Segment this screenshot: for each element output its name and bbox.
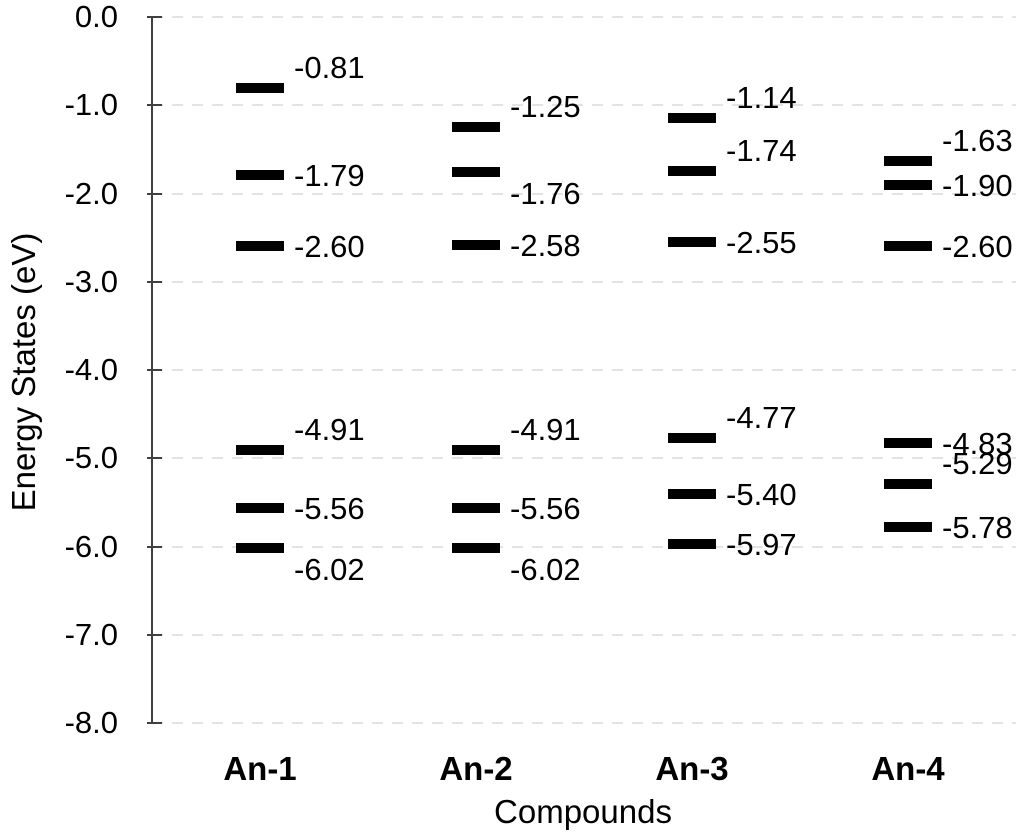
y-tick-label: 0.0 <box>74 0 118 34</box>
energy-level-bar <box>884 522 932 533</box>
energy-level-bar <box>236 83 284 94</box>
energy-level-value-label: -4.91 <box>294 412 365 448</box>
category-label: An-3 <box>655 750 729 787</box>
h-gridline <box>152 457 1016 460</box>
energy-level-bar <box>668 112 716 123</box>
y-axis-tick <box>147 280 162 283</box>
energy-level-value-label: -1.14 <box>726 79 797 115</box>
energy-level-bar <box>884 241 932 252</box>
x-axis-title: Compounds <box>494 793 672 830</box>
energy-level-bar <box>452 445 500 456</box>
y-axis-line <box>151 17 153 723</box>
energy-level-value-label: -2.55 <box>726 225 797 261</box>
energy-level-value-label: -5.97 <box>726 526 797 562</box>
energy-level-value-label: -1.79 <box>294 157 365 193</box>
energy-level-bar <box>452 543 500 554</box>
energy-level-bar <box>236 543 284 554</box>
energy-level-bar <box>668 538 716 549</box>
energy-level-value-label: -4.77 <box>726 399 797 435</box>
y-axis-tick <box>147 633 162 636</box>
energy-level-value-label: -6.02 <box>510 552 581 588</box>
h-gridline <box>152 280 1016 283</box>
y-axis-tick <box>147 16 162 18</box>
energy-level-value-label: -2.58 <box>510 227 581 263</box>
energy-level-bar <box>668 432 716 443</box>
energy-level-bar <box>236 169 284 180</box>
energy-level-value-label: -5.40 <box>726 476 797 512</box>
y-tick-label: -4.0 <box>64 352 118 387</box>
h-gridline <box>152 722 1016 724</box>
energy-level-bar <box>236 241 284 252</box>
category-label: An-2 <box>439 750 513 787</box>
energy-level-value-label: -2.60 <box>294 229 365 265</box>
category-label: An-1 <box>223 750 297 787</box>
energy-level-value-label: -1.90 <box>942 167 1013 203</box>
energy-level-value-label: -0.81 <box>294 50 365 86</box>
y-axis-tick <box>147 104 162 107</box>
y-tick-label: -5.0 <box>64 440 118 476</box>
y-tick-label: -6.0 <box>64 528 118 564</box>
h-gridline <box>152 16 1016 18</box>
h-gridline <box>152 369 1016 371</box>
energy-level-bar <box>884 179 932 190</box>
energy-level-value-label: -5.56 <box>294 490 365 526</box>
energy-level-bar <box>884 438 932 449</box>
energy-level-bar <box>884 155 932 166</box>
energy-level-value-label: -1.63 <box>942 122 1013 158</box>
y-tick-label: -2.0 <box>64 175 118 211</box>
energy-level-value-label: -4.91 <box>510 412 581 448</box>
category-label: An-4 <box>871 750 945 787</box>
energy-level-bar <box>668 237 716 248</box>
energy-level-bar <box>452 167 500 178</box>
y-axis-tick <box>147 545 162 548</box>
h-gridline <box>152 192 1016 195</box>
energy-level-value-label: -1.76 <box>510 176 581 212</box>
energy-level-bar <box>668 165 716 176</box>
h-gridline <box>152 545 1016 548</box>
energy-level-value-label: -4.83 <box>942 426 1013 462</box>
energy-level-value-label: -6.02 <box>294 552 365 588</box>
energy-level-bar <box>452 502 500 513</box>
energy-level-bar <box>668 488 716 499</box>
energy-level-value-label: -2.60 <box>942 229 1013 265</box>
y-axis-tick <box>147 457 162 460</box>
y-axis-tick <box>147 722 162 724</box>
h-gridline <box>152 104 1016 107</box>
y-tick-label: -7.0 <box>64 616 118 652</box>
energy-level-value-label: -5.29 <box>942 445 1013 481</box>
energy-level-value-label: -1.25 <box>510 89 581 125</box>
energy-level-bar <box>236 445 284 456</box>
y-tick-label: -1.0 <box>64 87 118 123</box>
energy-level-value-label: -5.56 <box>510 490 581 526</box>
y-tick-label: -3.0 <box>64 263 118 299</box>
energy-level-bar <box>452 122 500 133</box>
energy-level-bar <box>236 502 284 513</box>
energy-level-value-label: -1.74 <box>726 132 797 168</box>
energy-level-value-label: -5.78 <box>942 510 1013 546</box>
y-axis-tick <box>147 192 162 195</box>
energy-level-bar <box>884 478 932 489</box>
h-gridline <box>152 633 1016 636</box>
energy-level-bar <box>452 239 500 250</box>
y-axis-tick <box>147 369 162 371</box>
y-tick-label: -8.0 <box>64 705 118 740</box>
